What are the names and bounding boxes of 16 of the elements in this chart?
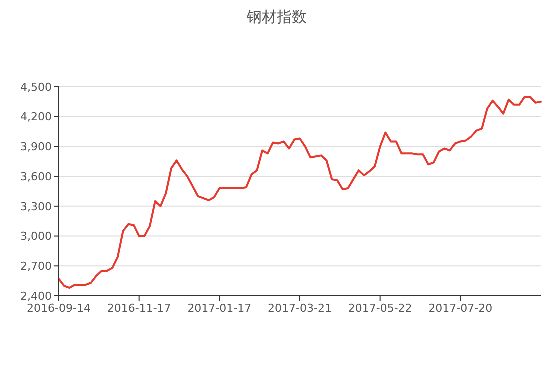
x-tick-label: 2017-07-20 (428, 302, 493, 315)
x-tick-label: 2017-05-22 (348, 302, 412, 315)
y-tick-label: 2,700 (20, 260, 52, 273)
x-tick-label: 2017-03-21 (268, 302, 332, 315)
y-tick-label: 2,400 (20, 290, 52, 303)
y-tick-label: 3,900 (20, 140, 52, 154)
x-tick-label: 2016-09-14 (27, 302, 91, 315)
y-tick-label: 3,600 (20, 170, 52, 184)
y-tick-label: 4,500 (20, 80, 52, 94)
y-tick-label: 3,000 (20, 230, 52, 244)
y-tick-label: 3,300 (20, 200, 52, 214)
y-tick-label: 4,200 (20, 110, 52, 124)
chart-title: 钢材指数 (246, 8, 307, 26)
x-tick-label: 2017-01-17 (188, 302, 252, 315)
x-tick-label: 2016-11-17 (107, 302, 172, 315)
line-series (58, 96, 542, 290)
